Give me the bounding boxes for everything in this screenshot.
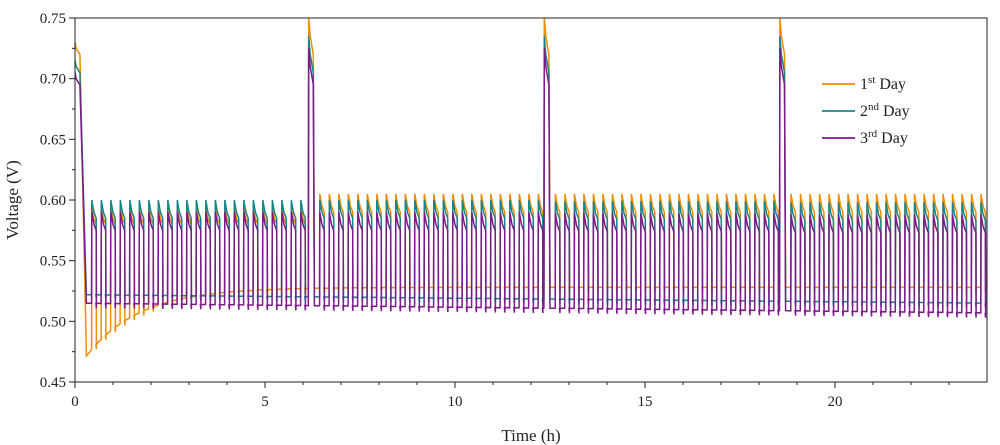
x-tick-label: 5 — [261, 394, 269, 410]
plot-frame — [74, 17, 988, 383]
legend-label-1: 1st Day — [860, 74, 906, 93]
y-tick-label: 0.45 — [40, 375, 66, 391]
x-tick-label: 0 — [71, 394, 79, 410]
legend: 1st Day 2nd Day 3rd Day — [822, 74, 910, 147]
y-tick-label: 0.70 — [40, 72, 66, 88]
x-axis: 0 5 10 15 20 — [71, 382, 950, 410]
series-line-3 — [74, 48, 987, 318]
series-layer — [74, 17, 987, 359]
x-tick-label: 15 — [638, 394, 653, 410]
x-axis-label: Time (h) — [501, 426, 560, 445]
series-line-2 — [74, 36, 987, 309]
y-axis-label: Voltage (V) — [3, 160, 22, 239]
y-tick-label: 0.65 — [40, 132, 66, 148]
y-tick-label: 0.55 — [40, 254, 66, 270]
y-axis: 0.45 0.50 0.55 0.60 0.65 0.70 0.75 — [40, 11, 75, 391]
legend-label-2: 2nd Day — [860, 101, 910, 120]
y-tick-label: 0.60 — [40, 193, 66, 209]
y-tick-label: 0.75 — [40, 11, 66, 27]
y-tick-label: 0.50 — [40, 314, 66, 330]
x-tick-label: 20 — [828, 394, 843, 410]
legend-label-3: 3rd Day — [860, 128, 908, 147]
x-tick-label: 10 — [448, 394, 463, 410]
